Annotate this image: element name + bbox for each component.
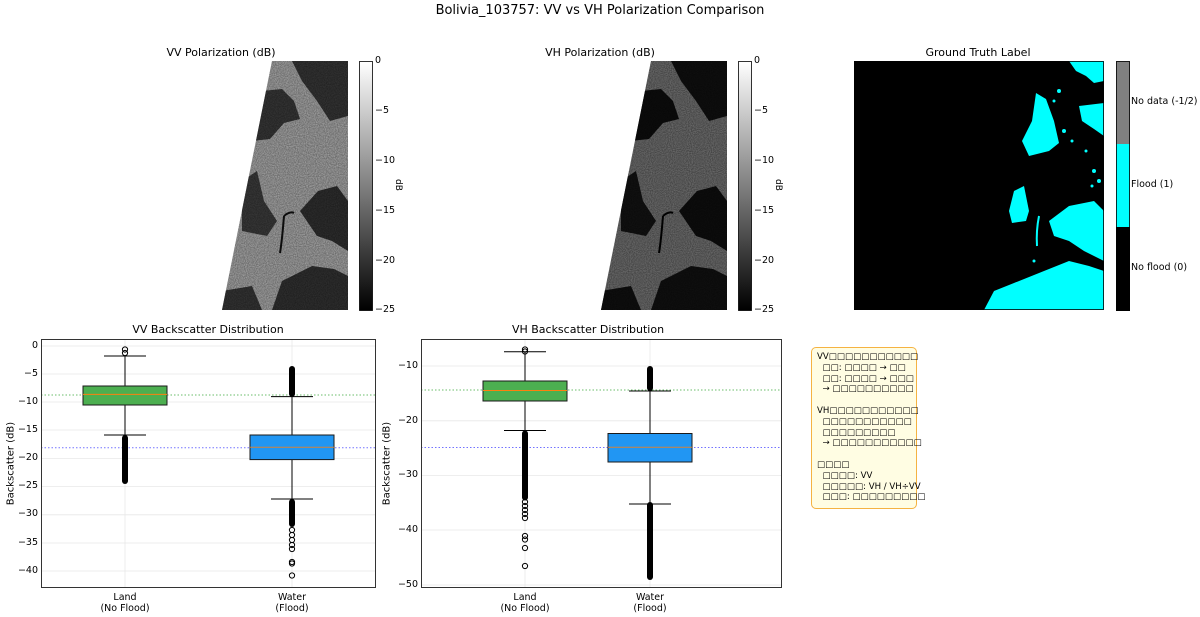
- vh-box-ylabel: Backscatter (dB): [381, 421, 393, 506]
- vh-colorbar: [738, 61, 752, 311]
- vh-colorbar-label: dB: [772, 179, 783, 191]
- vv-ytick: −25: [17, 480, 38, 491]
- vh-box-title: VH Backscatter Distribution: [511, 323, 665, 336]
- vh-xtick-water: Water (Flood): [633, 592, 667, 614]
- vv-image-title: VV Polarization (dB): [166, 46, 276, 59]
- figure-suptitle: Bolivia_103757: VV vs VH Polarization Co…: [435, 3, 765, 18]
- vv-cbar-tick: −20: [375, 255, 396, 266]
- vh-boxplot-axes: [421, 339, 782, 588]
- vv-cbar-tick: −5: [375, 105, 390, 116]
- vh-cbar-tick: −15: [754, 205, 775, 216]
- gt-cbar-tick-flood: Flood (1): [1131, 179, 1174, 190]
- vh-cbar-tick: −25: [754, 304, 775, 315]
- vv-cbar-tick: −10: [375, 155, 396, 166]
- vv-ytick: −40: [17, 565, 38, 576]
- vv-ytick: −5: [23, 368, 38, 379]
- ground-truth-mask: [854, 61, 1104, 310]
- vh-xtick-land: Land (No Flood): [500, 592, 550, 614]
- vv-ytick: −30: [17, 508, 38, 519]
- vh-cbar-tick: −10: [754, 155, 775, 166]
- vv-sar-image: [222, 61, 348, 310]
- vh-image-title: VH Polarization (dB): [545, 46, 655, 59]
- vv-box-ylabel: Backscatter (dB): [5, 421, 17, 506]
- vh-land-box: [482, 346, 568, 570]
- vv-xtick-land: Land (No Flood): [100, 592, 150, 614]
- vv-box-title: VV Backscatter Distribution: [132, 323, 284, 336]
- vh-ytick: −30: [397, 469, 418, 480]
- vh-ytick: −20: [397, 415, 418, 426]
- vv-colorbar-label: dB: [392, 179, 403, 191]
- vv-ytick: −15: [17, 424, 38, 435]
- gt-cbar-tick-noflood: No flood (0): [1131, 262, 1188, 273]
- vv-ytick: −10: [17, 396, 38, 407]
- vv-land-box: [82, 346, 168, 484]
- vv-colorbar: [359, 61, 373, 311]
- vh-ytick: −50: [397, 579, 418, 590]
- vv-ytick: 0: [31, 340, 38, 351]
- annotation-note-box: VV□□□□□□□□□□□ □□: □□□□ → □□ □□: □□□□ → □…: [811, 347, 926, 510]
- vh-cbar-tick: 0: [754, 55, 761, 66]
- vh-cbar-tick: −20: [754, 255, 775, 266]
- vh-water-box: [607, 366, 693, 580]
- gt-title: Ground Truth Label: [925, 46, 1031, 59]
- vh-ytick: −40: [397, 524, 418, 535]
- vh-sar-image: [601, 61, 727, 310]
- vv-ytick: −35: [17, 537, 38, 548]
- vv-water-box: [249, 366, 335, 579]
- vv-xtick-water: Water (Flood): [275, 592, 309, 614]
- vv-cbar-tick: −25: [375, 304, 396, 315]
- vv-ytick: −20: [17, 452, 38, 463]
- vv-cbar-tick: 0: [375, 55, 382, 66]
- vh-ytick: −10: [397, 360, 418, 371]
- vv-boxplot-axes: [41, 339, 376, 588]
- vv-cbar-tick: −15: [375, 205, 396, 216]
- gt-colorbar: [1116, 61, 1130, 311]
- gt-cbar-tick-nodata: No data (-1/2): [1131, 96, 1198, 107]
- vh-cbar-tick: −5: [754, 105, 769, 116]
